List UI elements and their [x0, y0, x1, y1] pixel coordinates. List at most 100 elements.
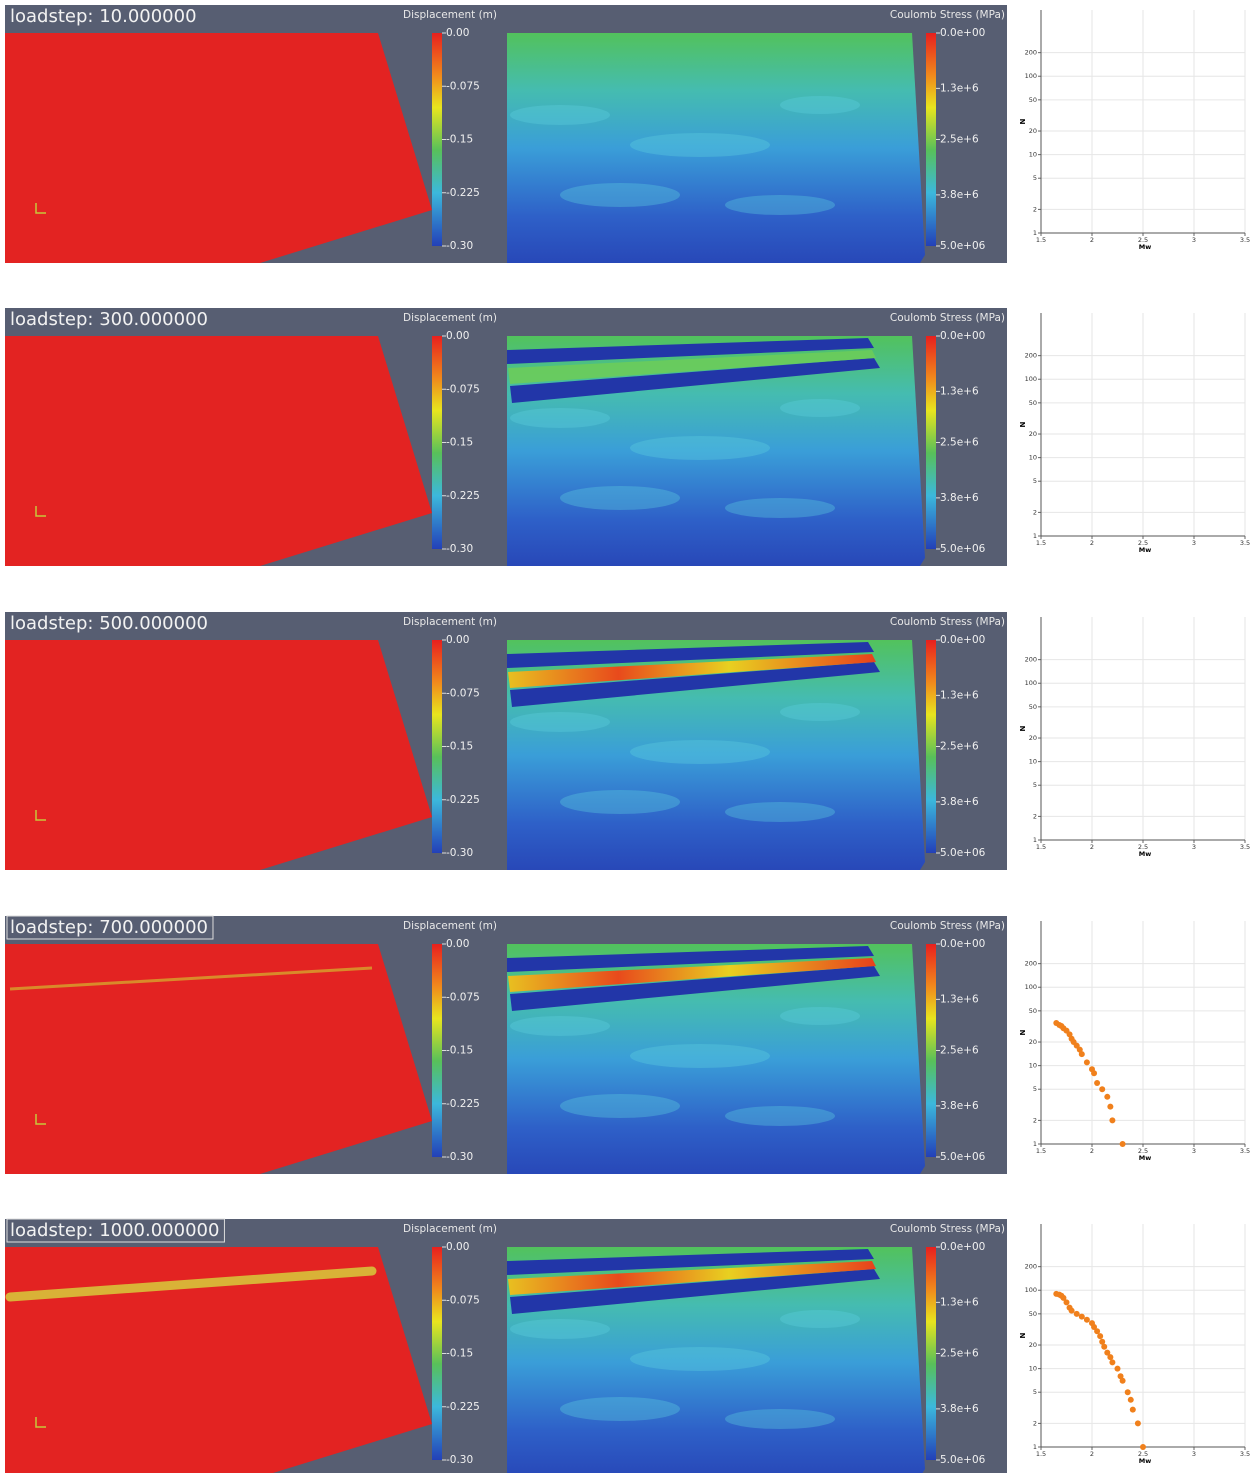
- y-axis-label: N: [1019, 1029, 1027, 1035]
- stress-shadow: [507, 946, 874, 972]
- field-texture: [725, 802, 835, 822]
- field-texture: [630, 436, 770, 460]
- colorbar-title: Displacement (m): [403, 9, 497, 21]
- loadstep-label: loadstep: 1000.000000: [10, 1220, 219, 1241]
- colorbar-tick-label: -0.225: [446, 187, 480, 199]
- loadstep-label: loadstep: 700.000000: [10, 917, 208, 938]
- colorbar-tick-label: 2.5e+6: [940, 437, 979, 449]
- stress-band: [508, 958, 876, 992]
- y-axis-label: N: [1019, 725, 1027, 731]
- data-point: [1099, 1086, 1106, 1093]
- x-tick-label: 2: [1090, 843, 1094, 851]
- y-tick-label: 1: [1033, 1443, 1037, 1451]
- colorbar-tick-label: 1.3e+6: [940, 1296, 979, 1308]
- data-point: [1091, 1323, 1098, 1330]
- colorbar-tick-label: 5.0e+06: [940, 847, 986, 859]
- displacement-surface: [5, 944, 432, 1174]
- field-texture: [780, 399, 860, 417]
- loadstep-label: loadstep: 10.000000: [10, 6, 197, 27]
- y-tick-label: 20: [1029, 430, 1037, 438]
- x-axis-label: Mw: [1139, 546, 1151, 554]
- data-point: [1060, 1294, 1067, 1301]
- field-texture: [560, 486, 680, 510]
- field-texture: [780, 96, 860, 114]
- stress-shadow: [507, 642, 874, 668]
- field-texture: [510, 1016, 610, 1036]
- stress-band: [508, 350, 876, 384]
- y-tick-label: 2: [1033, 508, 1037, 516]
- y-tick-label: 1: [1033, 229, 1037, 237]
- colorbar-title: Coulomb Stress (MPa): [890, 920, 1005, 932]
- y-tick-label: 2: [1033, 205, 1037, 213]
- stress-shadow: [510, 358, 880, 403]
- x-tick-label: 2.5: [1138, 843, 1148, 851]
- x-tick-label: 2: [1090, 1450, 1094, 1458]
- colorbar-tick-label: -0.075: [446, 1294, 480, 1306]
- y-tick-label: 2: [1033, 1116, 1037, 1124]
- colorbar-title: Coulomb Stress (MPa): [890, 9, 1005, 21]
- colorbar-tick-label: 1.3e+6: [940, 993, 979, 1005]
- orientation-axes: [35, 810, 46, 821]
- colorbar-tick-label: 5.0e+06: [940, 543, 986, 555]
- slip-trace: [9, 966, 373, 991]
- data-point: [1124, 1389, 1131, 1396]
- data-point: [1127, 1396, 1134, 1403]
- data-point: [1119, 1377, 1126, 1384]
- y-tick-label: 50: [1029, 703, 1037, 711]
- colorbar-tick-label: 5.0e+06: [940, 1151, 986, 1163]
- colorbar-tick-label: 3.8e+6: [940, 796, 979, 808]
- colorbar-tick-label: 2.5e+6: [940, 1045, 979, 1057]
- y-tick-label: 20: [1029, 1341, 1037, 1349]
- x-tick-label: 3.5: [1240, 1450, 1250, 1458]
- data-point: [1104, 1349, 1111, 1356]
- y-tick-label: 5: [1033, 1388, 1037, 1396]
- y-axis-label: N: [1019, 118, 1027, 124]
- y-tick-label: 50: [1029, 1007, 1037, 1015]
- field-texture: [780, 703, 860, 721]
- x-tick-label: 2.5: [1138, 1450, 1148, 1458]
- x-axis-label: Mw: [1139, 1457, 1151, 1465]
- x-tick-label: 2.5: [1138, 236, 1148, 244]
- colorbar-tick-label: -0.15: [446, 1045, 473, 1057]
- x-tick-label: 2.5: [1138, 539, 1148, 547]
- colorbar-tick-label: 3.8e+6: [940, 492, 979, 504]
- colorbar-tick-label: -0.15: [446, 741, 473, 753]
- colorbar: [926, 1247, 936, 1460]
- row: loadstep: 1000.000000 Displacement (m) 0.0…: [5, 1218, 1250, 1473]
- y-tick-label: 5: [1033, 1085, 1037, 1093]
- stress-band: [508, 654, 876, 688]
- displacement-surface: [5, 336, 432, 566]
- colorbar-tick-label: 2.5e+6: [940, 741, 979, 753]
- y-tick-label: 200: [1025, 352, 1037, 360]
- y-tick-label: 20: [1029, 1038, 1037, 1046]
- field-texture: [630, 1044, 770, 1068]
- y-tick-label: 5: [1033, 477, 1037, 485]
- y-tick-label: 100: [1025, 1286, 1037, 1294]
- y-tick-label: 100: [1025, 375, 1037, 383]
- stress-shadow: [507, 1249, 874, 1275]
- y-axis-label: N: [1019, 421, 1027, 427]
- colorbar: [926, 33, 936, 246]
- y-tick-label: 100: [1025, 679, 1037, 687]
- coulomb-surface: [507, 33, 925, 263]
- colorbar-tick-label: -0.225: [446, 490, 480, 502]
- x-tick-label: 1.5: [1036, 843, 1046, 851]
- colorbar: [432, 1247, 442, 1460]
- data-point: [1109, 1359, 1116, 1366]
- data-point: [1129, 1406, 1136, 1413]
- field-texture: [510, 712, 610, 732]
- colorbar-tick-label: 0.0e+00: [940, 330, 985, 342]
- x-tick-label: 3.5: [1240, 236, 1250, 244]
- data-point: [1068, 1307, 1075, 1314]
- colorbar-tick-label: -0.225: [446, 1401, 480, 1413]
- data-point: [1083, 1059, 1090, 1066]
- y-tick-label: 50: [1029, 399, 1037, 407]
- colorbar-tick-label: 1.3e+6: [940, 385, 979, 397]
- colorbar: [926, 336, 936, 549]
- x-tick-label: 1.5: [1036, 1450, 1046, 1458]
- y-tick-label: 5: [1033, 174, 1037, 182]
- row: loadstep: 500.000000 Displacement (m) 0.00…: [5, 612, 1250, 870]
- colorbar-tick-label: 0.0e+00: [940, 1241, 985, 1253]
- data-point: [1063, 1299, 1070, 1306]
